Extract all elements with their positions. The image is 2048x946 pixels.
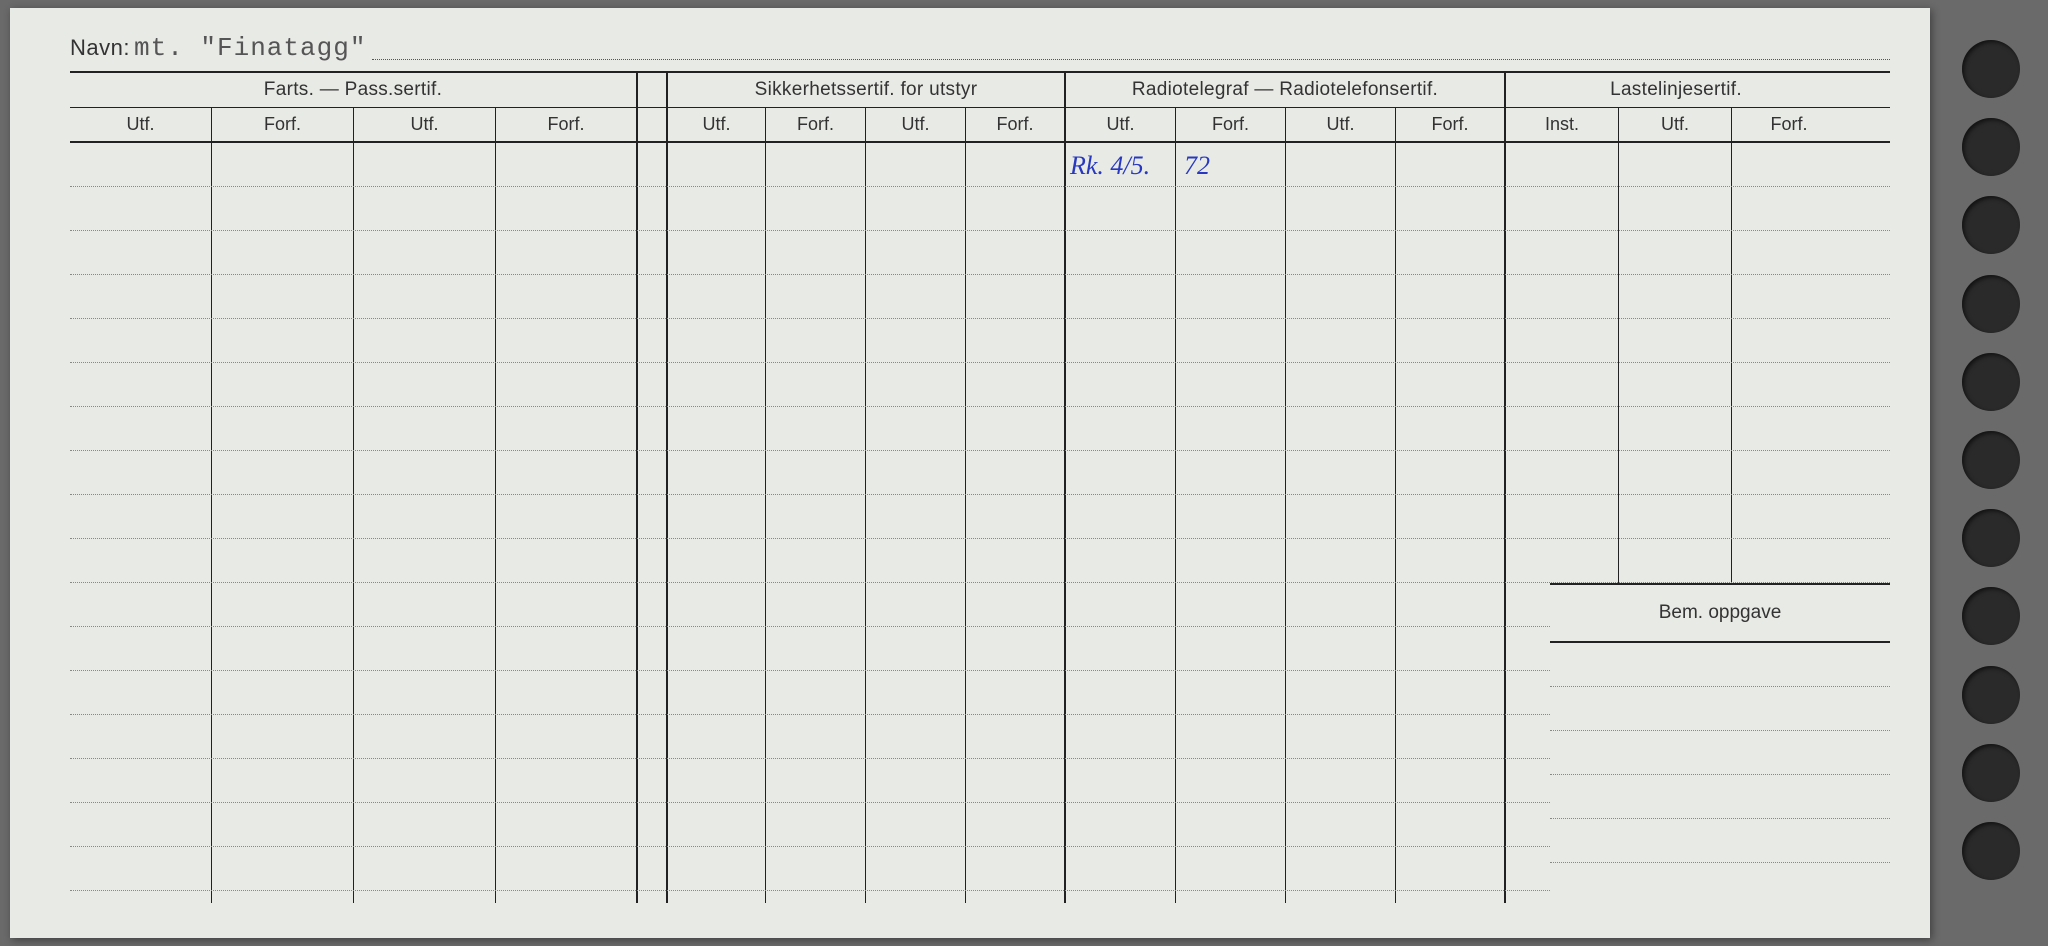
section-lastelinje: Lastelinjesertif.	[1506, 73, 1846, 107]
col-g4-0: Inst.	[1506, 108, 1619, 141]
col-g3-0: Utf.	[1066, 108, 1176, 141]
section-sikkerhet: Sikkerhetssertif. for utstyr	[666, 73, 1066, 107]
hole	[1962, 744, 2020, 802]
navn-underline	[372, 59, 1890, 60]
hole	[1962, 587, 2020, 645]
col-g4-2: Forf.	[1732, 108, 1846, 141]
col-g2-2: Utf.	[866, 108, 966, 141]
body-col	[766, 143, 866, 903]
body-col	[1396, 143, 1506, 903]
section-header-row: Farts. — Pass.sertif. Sikkerhetssertif. …	[70, 73, 1890, 108]
name-row: Navn: mt. "Finatagg"	[70, 33, 1890, 63]
body-col	[496, 143, 638, 903]
body-col	[1286, 143, 1396, 903]
column-header-row: Utf. Forf. Utf. Forf. Utf. Forf. Utf. Fo…	[70, 108, 1890, 143]
col-g3-3: Forf.	[1396, 108, 1506, 141]
section-radio: Radiotelegraf — Radiotelefonsertif.	[1066, 73, 1506, 107]
col-gap	[638, 108, 666, 141]
hole	[1962, 40, 2020, 98]
body-col	[70, 143, 212, 903]
navn-label: Navn:	[70, 35, 130, 61]
body-col	[212, 143, 354, 903]
section-farts: Farts. — Pass.sertif.	[70, 73, 638, 107]
body-col	[1066, 143, 1176, 903]
body-col	[966, 143, 1066, 903]
col-g4-1: Utf.	[1619, 108, 1732, 141]
bem-label: Bem. oppgave	[1659, 602, 1782, 624]
certificate-grid: Farts. — Pass.sertif. Sikkerhetssertif. …	[70, 71, 1890, 903]
col-g2-3: Forf.	[966, 108, 1066, 141]
entry-rk: Rk. 4/5.	[1070, 151, 1150, 181]
bem-oppgave-header: Bem. oppgave	[1550, 583, 1890, 643]
hole	[1962, 822, 2020, 880]
hole	[1962, 431, 2020, 489]
form-content: Navn: mt. "Finatagg" Farts. — Pass.serti…	[70, 33, 1890, 903]
bem-oppgave-body	[1550, 643, 1890, 903]
body-col	[866, 143, 966, 903]
hole	[1962, 118, 2020, 176]
col-g2-0: Utf.	[666, 108, 766, 141]
hole	[1962, 509, 2020, 567]
hole	[1962, 275, 2020, 333]
col-g3-2: Utf.	[1286, 108, 1396, 141]
body-col	[666, 143, 766, 903]
navn-value: mt. "Finatagg"	[134, 33, 366, 63]
col-g2-1: Forf.	[766, 108, 866, 141]
col-g1-0: Utf.	[70, 108, 212, 141]
col-g3-1: Forf.	[1176, 108, 1286, 141]
body-gap	[638, 143, 666, 903]
col-g1-2: Utf.	[354, 108, 496, 141]
body-col	[1176, 143, 1286, 903]
grid-body: Rk. 4/5. 72 Bem. oppgave	[70, 143, 1890, 903]
paper-card: Navn: mt. "Finatagg" Farts. — Pass.serti…	[10, 8, 1930, 938]
col-g1-3: Forf.	[496, 108, 638, 141]
col-g1-1: Forf.	[212, 108, 354, 141]
hole	[1962, 196, 2020, 254]
body-col	[354, 143, 496, 903]
hole	[1962, 353, 2020, 411]
hole	[1962, 666, 2020, 724]
entry-72: 72	[1184, 151, 1210, 181]
binder-holes	[1942, 30, 2038, 910]
